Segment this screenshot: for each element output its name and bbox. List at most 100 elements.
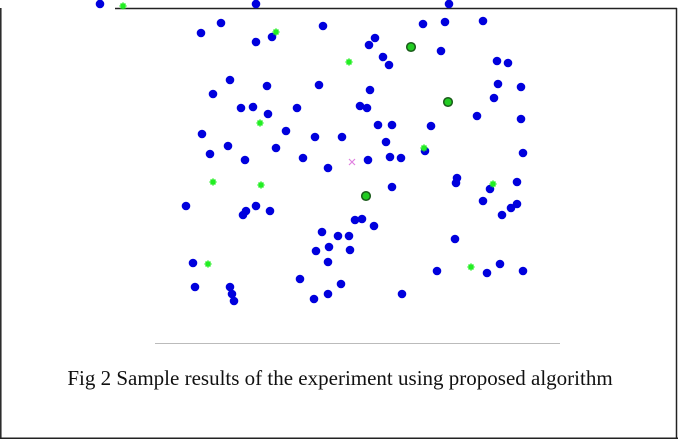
- node: [369, 221, 379, 231]
- node: [263, 109, 273, 119]
- star-node: [119, 2, 127, 10]
- node: [225, 282, 235, 292]
- cluster-head: [442, 96, 454, 108]
- node: [310, 132, 320, 142]
- node: [478, 16, 488, 26]
- star-node: [467, 263, 475, 271]
- node: [337, 132, 347, 142]
- node: [188, 258, 198, 268]
- node: [373, 120, 383, 130]
- caption: Fig 2 Sample results of the experiment u…: [67, 366, 613, 390]
- node: [482, 268, 492, 278]
- node: [363, 155, 373, 165]
- node: [336, 279, 346, 289]
- node: [387, 120, 397, 130]
- node: [357, 214, 367, 224]
- star-node: [272, 28, 280, 36]
- node: [262, 81, 272, 91]
- node: [95, 0, 105, 9]
- node: [362, 103, 372, 113]
- node: [317, 227, 327, 237]
- sink: [348, 158, 356, 166]
- star-node: [204, 260, 212, 268]
- node: [324, 242, 334, 252]
- node: [292, 103, 302, 113]
- node: [387, 182, 397, 192]
- node: [323, 289, 333, 299]
- node: [197, 129, 207, 139]
- node: [248, 102, 258, 112]
- node: [196, 28, 206, 38]
- node: [314, 80, 324, 90]
- node: [418, 19, 428, 29]
- node: [309, 294, 319, 304]
- node: [323, 257, 333, 267]
- node: [333, 231, 343, 241]
- node: [516, 114, 526, 124]
- node: [451, 178, 461, 188]
- node: [385, 152, 395, 162]
- node: [432, 266, 442, 276]
- node: [384, 60, 394, 70]
- node: [265, 206, 275, 216]
- node: [251, 37, 261, 47]
- node: [518, 266, 528, 276]
- node: [426, 121, 436, 131]
- node: [271, 143, 281, 153]
- node: [225, 75, 235, 85]
- node: [355, 101, 365, 111]
- node: [223, 141, 233, 151]
- cluster-head: [360, 190, 372, 202]
- node: [444, 0, 454, 9]
- node: [450, 234, 460, 244]
- star-node: [345, 58, 353, 66]
- star-node: [256, 119, 264, 127]
- node: [497, 210, 507, 220]
- node: [516, 82, 526, 92]
- node: [378, 52, 388, 62]
- node: [370, 33, 380, 43]
- cluster-head: [405, 41, 417, 53]
- node: [240, 155, 250, 165]
- node: [318, 21, 328, 31]
- node: [495, 259, 505, 269]
- node: [492, 56, 502, 66]
- node: [364, 40, 374, 50]
- node: [350, 215, 360, 225]
- node: [229, 296, 239, 306]
- node: [503, 58, 513, 68]
- node: [493, 79, 503, 89]
- node: [512, 199, 522, 209]
- star-node: [420, 144, 428, 152]
- node: [518, 148, 528, 158]
- star-node: [209, 178, 217, 186]
- star-node: [257, 181, 265, 189]
- node: [345, 245, 355, 255]
- node: [381, 137, 391, 147]
- node: [208, 89, 218, 99]
- node: [251, 201, 261, 211]
- node: [241, 206, 251, 216]
- node: [344, 231, 354, 241]
- node: [323, 163, 333, 173]
- node: [205, 149, 215, 159]
- node: [190, 282, 200, 292]
- star-node: [489, 180, 497, 188]
- node: [236, 103, 246, 113]
- node: [311, 246, 321, 256]
- node: [216, 18, 226, 28]
- node: [298, 153, 308, 163]
- node: [436, 46, 446, 56]
- node: [397, 289, 407, 299]
- node: [295, 274, 305, 284]
- node: [440, 17, 450, 27]
- node: [396, 153, 406, 163]
- node: [472, 111, 482, 121]
- node: [365, 85, 375, 95]
- node: [251, 0, 261, 9]
- node: [281, 126, 291, 136]
- node: [512, 177, 522, 187]
- node: [478, 196, 488, 206]
- node: [485, 184, 495, 194]
